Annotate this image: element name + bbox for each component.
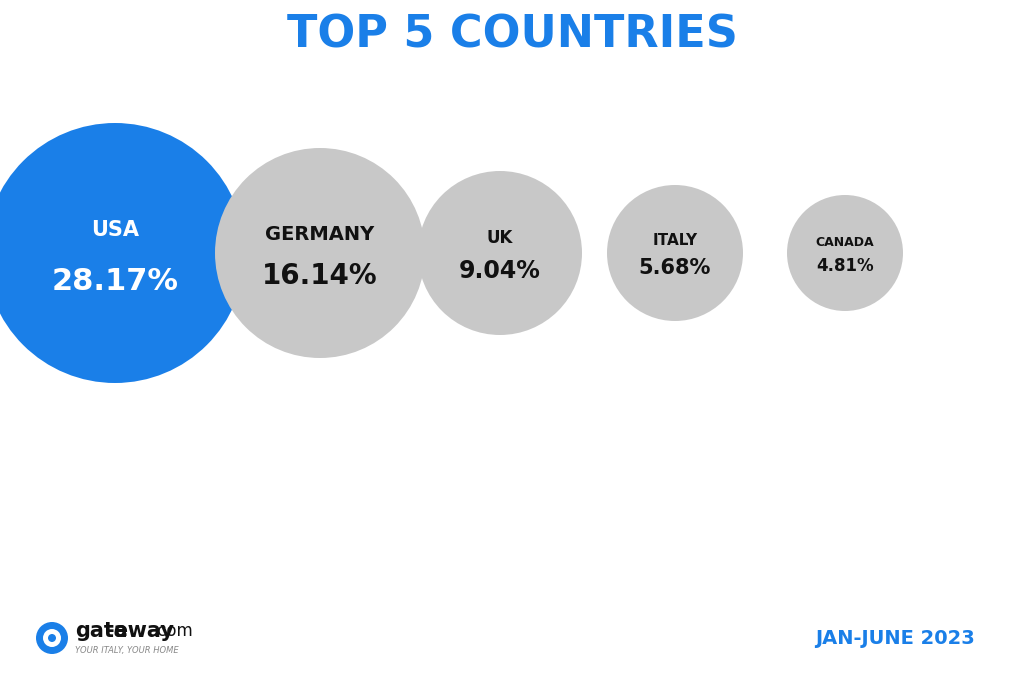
Text: TOP 5 COUNTRIES: TOP 5 COUNTRIES <box>287 14 737 57</box>
Text: YOUR ITALY, YOUR HOME: YOUR ITALY, YOUR HOME <box>75 645 178 654</box>
Text: gate: gate <box>75 621 128 641</box>
Text: -away: -away <box>106 621 175 641</box>
Circle shape <box>48 634 56 642</box>
Circle shape <box>787 195 903 311</box>
Text: CANADA: CANADA <box>816 236 874 249</box>
Text: .com: .com <box>152 622 193 640</box>
Text: 5.68%: 5.68% <box>639 258 712 278</box>
Text: 4.81%: 4.81% <box>816 257 873 275</box>
Text: USA: USA <box>91 220 139 240</box>
Circle shape <box>36 622 68 654</box>
Text: 28.17%: 28.17% <box>51 267 178 296</box>
Circle shape <box>43 629 61 647</box>
Text: 16.14%: 16.14% <box>262 262 378 290</box>
Text: 9.04%: 9.04% <box>459 259 541 283</box>
Text: UK: UK <box>486 229 513 247</box>
Circle shape <box>418 171 582 335</box>
Text: ITALY: ITALY <box>652 234 697 248</box>
Circle shape <box>215 148 425 358</box>
Text: JAN-JUNE 2023: JAN-JUNE 2023 <box>815 628 975 647</box>
Circle shape <box>607 185 743 321</box>
Text: GERMANY: GERMANY <box>265 225 375 244</box>
Circle shape <box>0 123 245 383</box>
